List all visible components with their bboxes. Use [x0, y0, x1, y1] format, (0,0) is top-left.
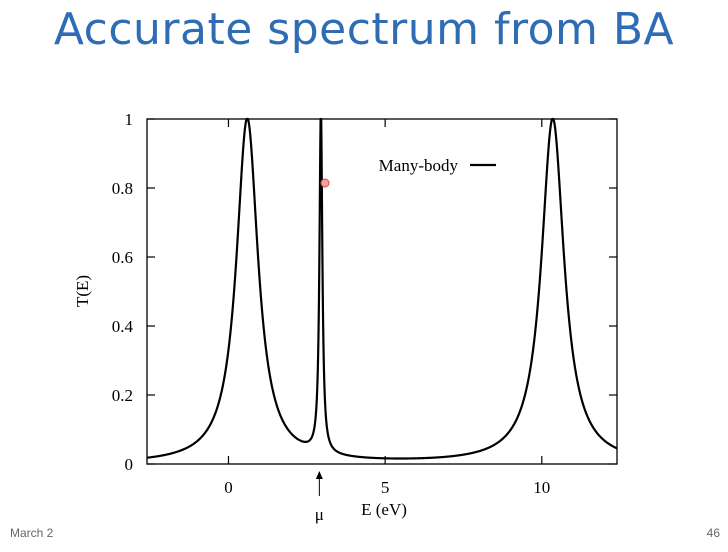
- mu-annotation: μ: [315, 471, 324, 524]
- mu-label: μ: [315, 505, 324, 524]
- x-tick-label: 0: [224, 478, 233, 497]
- x-tick-label: 5: [381, 478, 390, 497]
- y-axis-label: T(E): [73, 275, 92, 307]
- legend-label: Many-body: [379, 156, 459, 175]
- x-tick-label: 10: [533, 478, 550, 497]
- footer-date: March 2: [10, 526, 54, 540]
- cursor-dot: [320, 178, 330, 188]
- mu-arrow-head: [315, 471, 323, 479]
- x-tick-labels: 0 5 10: [224, 478, 550, 497]
- y-tick-label: 0.6: [112, 248, 133, 267]
- y-tick-label: 0.2: [112, 386, 133, 405]
- y-tick-labels: 0 0.2 0.4 0.6 0.8 1: [112, 110, 134, 474]
- page-number: 46: [706, 526, 720, 540]
- slide-title: Accurate spectrum from BA: [53, 4, 675, 55]
- y-tick-label: 1: [125, 110, 134, 129]
- series-line-many-body: [146, 117, 618, 460]
- axis-ticks: [147, 118, 617, 465]
- y-tick-label: 0.8: [112, 179, 133, 198]
- plot-frame: [146, 118, 618, 465]
- y-tick-label: 0: [125, 455, 134, 474]
- y-tick-label: 0.4: [112, 317, 134, 336]
- x-axis-label: E (eV): [361, 500, 407, 519]
